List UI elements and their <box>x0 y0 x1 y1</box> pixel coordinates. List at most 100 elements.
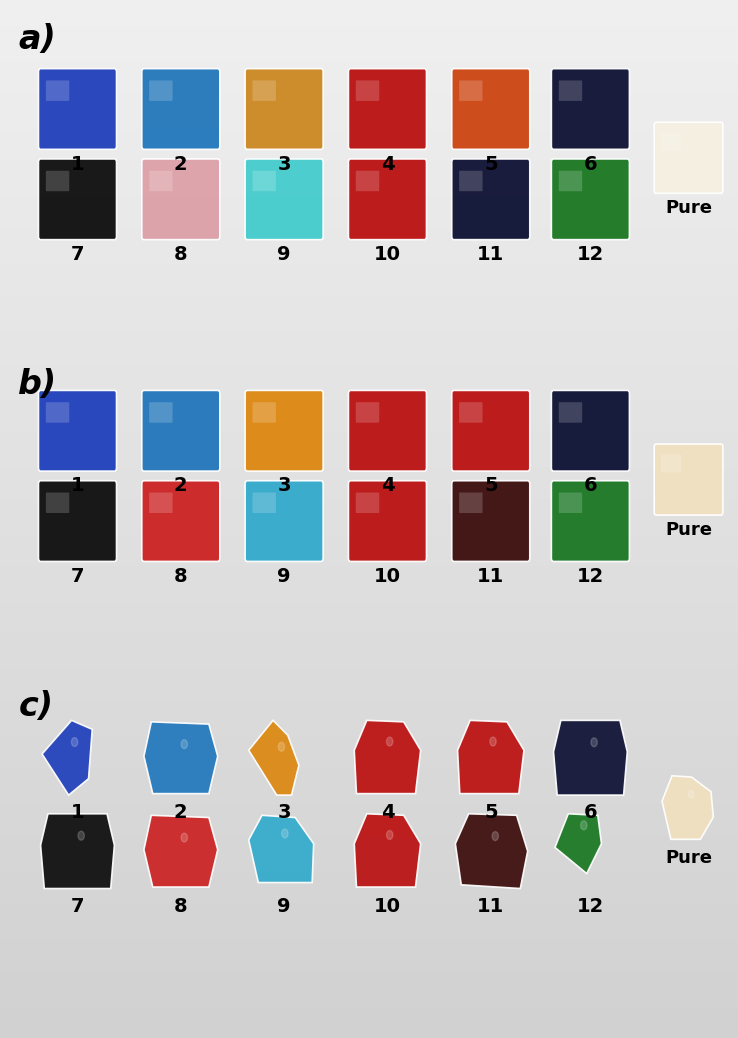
FancyBboxPatch shape <box>356 492 379 513</box>
Circle shape <box>689 791 694 798</box>
Text: 5: 5 <box>484 155 497 173</box>
Circle shape <box>490 737 496 746</box>
Text: 2: 2 <box>174 155 187 173</box>
FancyBboxPatch shape <box>551 69 630 149</box>
Text: 4: 4 <box>381 803 394 822</box>
FancyBboxPatch shape <box>46 492 69 513</box>
Polygon shape <box>249 720 299 795</box>
Polygon shape <box>144 815 218 887</box>
Text: 9: 9 <box>277 897 291 916</box>
Polygon shape <box>41 814 114 889</box>
FancyBboxPatch shape <box>142 481 220 562</box>
FancyBboxPatch shape <box>452 390 530 471</box>
FancyBboxPatch shape <box>459 402 483 422</box>
Text: 3: 3 <box>277 803 291 822</box>
Polygon shape <box>458 720 524 794</box>
FancyBboxPatch shape <box>551 390 630 471</box>
Text: 6: 6 <box>584 155 597 173</box>
Polygon shape <box>662 775 714 840</box>
FancyBboxPatch shape <box>551 481 630 562</box>
Text: 8: 8 <box>174 897 187 916</box>
Circle shape <box>181 834 187 842</box>
Circle shape <box>387 830 393 840</box>
FancyBboxPatch shape <box>38 390 117 471</box>
FancyBboxPatch shape <box>38 69 117 149</box>
Circle shape <box>591 738 597 746</box>
FancyBboxPatch shape <box>551 159 630 240</box>
FancyBboxPatch shape <box>459 492 483 513</box>
Circle shape <box>387 737 393 746</box>
Text: 6: 6 <box>584 476 597 495</box>
FancyBboxPatch shape <box>452 481 530 562</box>
Circle shape <box>72 738 77 746</box>
FancyBboxPatch shape <box>142 390 220 471</box>
Text: 4: 4 <box>381 155 394 173</box>
FancyBboxPatch shape <box>559 492 582 513</box>
Text: 3: 3 <box>277 476 291 495</box>
FancyBboxPatch shape <box>142 69 220 149</box>
FancyBboxPatch shape <box>654 444 723 515</box>
Text: 7: 7 <box>71 567 84 585</box>
FancyBboxPatch shape <box>559 402 582 422</box>
FancyBboxPatch shape <box>252 402 276 422</box>
Polygon shape <box>42 720 92 795</box>
Text: 8: 8 <box>174 245 187 264</box>
Text: 12: 12 <box>577 897 604 916</box>
Polygon shape <box>354 814 421 887</box>
Text: 9: 9 <box>277 567 291 585</box>
Text: 1: 1 <box>71 803 84 822</box>
Text: 8: 8 <box>174 567 187 585</box>
Text: 3: 3 <box>277 155 291 173</box>
Text: Pure: Pure <box>665 849 712 867</box>
FancyBboxPatch shape <box>661 455 681 472</box>
Text: 5: 5 <box>484 476 497 495</box>
Circle shape <box>492 831 498 841</box>
Text: 10: 10 <box>374 245 401 264</box>
FancyBboxPatch shape <box>245 159 323 240</box>
Polygon shape <box>144 721 218 794</box>
Circle shape <box>181 740 187 748</box>
Text: 7: 7 <box>71 897 84 916</box>
Circle shape <box>282 829 288 838</box>
FancyBboxPatch shape <box>252 80 276 101</box>
Text: c): c) <box>18 690 53 723</box>
Text: 9: 9 <box>277 245 291 264</box>
FancyBboxPatch shape <box>149 402 173 422</box>
FancyBboxPatch shape <box>348 390 427 471</box>
FancyBboxPatch shape <box>38 481 117 562</box>
Text: 10: 10 <box>374 897 401 916</box>
Text: 11: 11 <box>477 245 504 264</box>
Polygon shape <box>249 815 314 882</box>
FancyBboxPatch shape <box>348 159 427 240</box>
Polygon shape <box>555 814 601 874</box>
FancyBboxPatch shape <box>245 481 323 562</box>
Text: 11: 11 <box>477 897 504 916</box>
FancyBboxPatch shape <box>459 80 483 101</box>
Text: 6: 6 <box>584 803 597 822</box>
FancyBboxPatch shape <box>149 170 173 191</box>
Polygon shape <box>554 720 627 795</box>
FancyBboxPatch shape <box>38 159 117 240</box>
Circle shape <box>78 831 84 840</box>
FancyBboxPatch shape <box>452 69 530 149</box>
FancyBboxPatch shape <box>252 170 276 191</box>
FancyBboxPatch shape <box>252 492 276 513</box>
FancyBboxPatch shape <box>356 80 379 101</box>
Text: 2: 2 <box>174 476 187 495</box>
Text: 12: 12 <box>577 245 604 264</box>
Polygon shape <box>354 720 421 794</box>
Circle shape <box>581 821 587 829</box>
FancyBboxPatch shape <box>348 69 427 149</box>
Text: 11: 11 <box>477 567 504 585</box>
Text: 4: 4 <box>381 476 394 495</box>
FancyBboxPatch shape <box>245 69 323 149</box>
Text: 7: 7 <box>71 245 84 264</box>
FancyBboxPatch shape <box>46 170 69 191</box>
Polygon shape <box>455 814 528 889</box>
FancyBboxPatch shape <box>452 159 530 240</box>
FancyBboxPatch shape <box>46 402 69 422</box>
FancyBboxPatch shape <box>149 80 173 101</box>
FancyBboxPatch shape <box>245 390 323 471</box>
FancyBboxPatch shape <box>149 492 173 513</box>
Circle shape <box>278 742 285 752</box>
